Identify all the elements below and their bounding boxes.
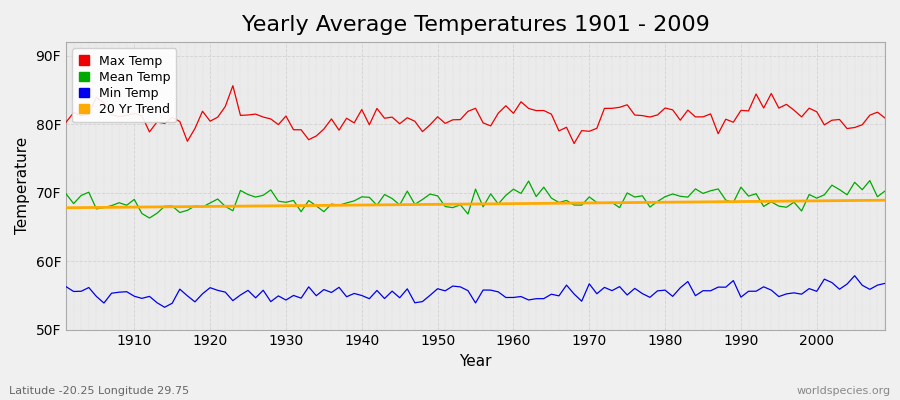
Y-axis label: Temperature: Temperature [15,137,30,234]
Title: Yearly Average Temperatures 1901 - 2009: Yearly Average Temperatures 1901 - 2009 [241,15,709,35]
X-axis label: Year: Year [459,354,491,369]
Text: worldspecies.org: worldspecies.org [796,386,891,396]
Legend: Max Temp, Mean Temp, Min Temp, 20 Yr Trend: Max Temp, Mean Temp, Min Temp, 20 Yr Tre… [72,48,176,122]
Text: Latitude -20.25 Longitude 29.75: Latitude -20.25 Longitude 29.75 [9,386,189,396]
